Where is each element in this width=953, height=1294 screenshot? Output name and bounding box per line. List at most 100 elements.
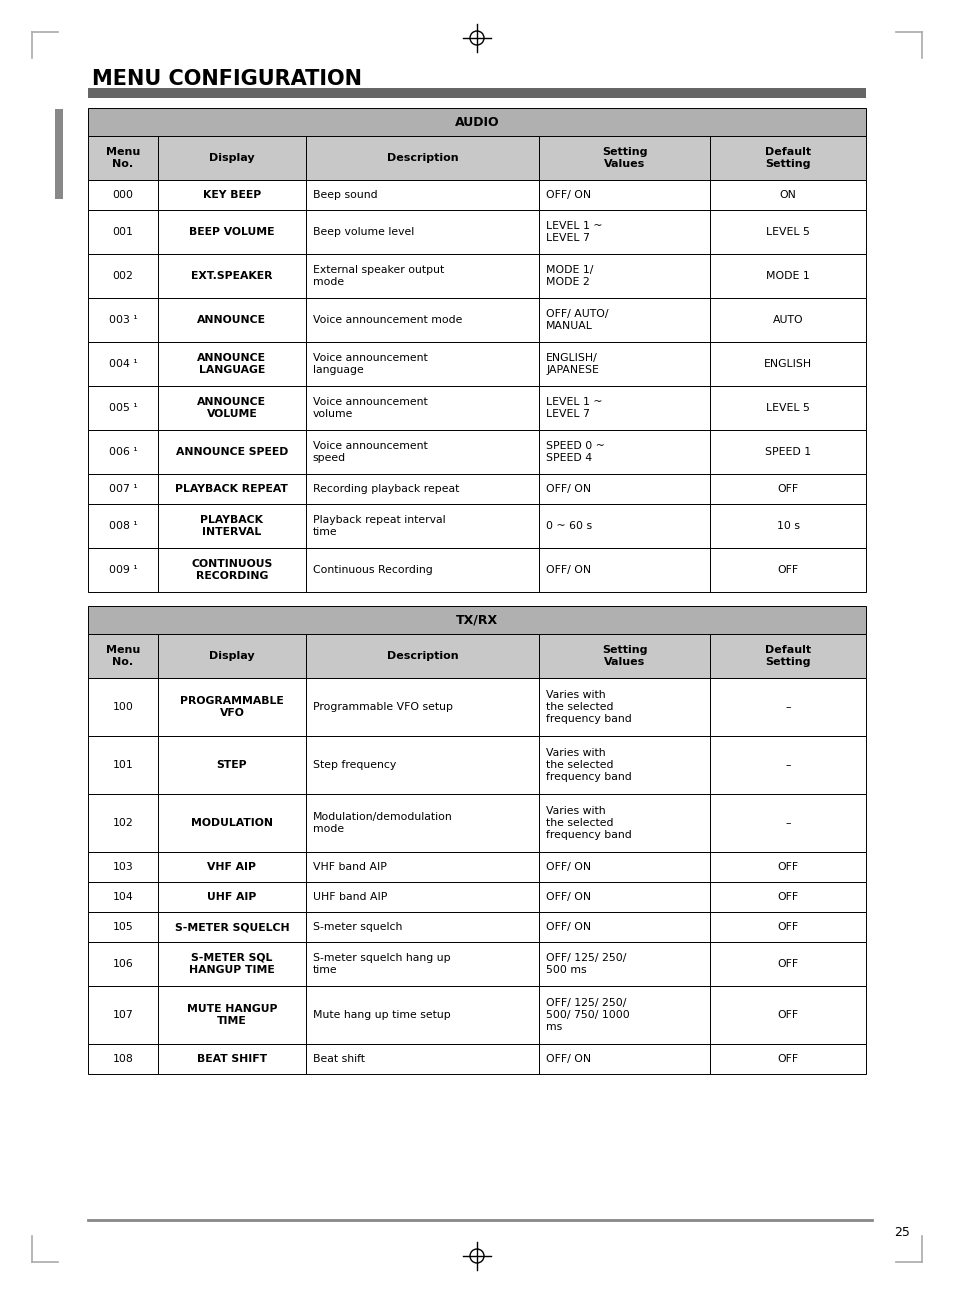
Text: VHF band AIP: VHF band AIP: [313, 862, 386, 872]
Text: STEP: STEP: [216, 760, 247, 770]
FancyBboxPatch shape: [710, 474, 865, 503]
FancyBboxPatch shape: [158, 503, 306, 547]
FancyBboxPatch shape: [88, 986, 158, 1044]
Text: AUTO: AUTO: [772, 314, 802, 325]
Text: OFF/ ON: OFF/ ON: [546, 1055, 591, 1064]
FancyBboxPatch shape: [710, 795, 865, 851]
Text: Programmable VFO setup: Programmable VFO setup: [313, 703, 453, 712]
Text: 104: 104: [112, 892, 133, 902]
Text: Setting
Values: Setting Values: [601, 146, 647, 170]
FancyBboxPatch shape: [158, 386, 306, 430]
FancyBboxPatch shape: [158, 883, 306, 912]
Text: 108: 108: [112, 1055, 133, 1064]
FancyBboxPatch shape: [88, 298, 158, 342]
Text: S-METER SQUELCH: S-METER SQUELCH: [174, 923, 289, 932]
Text: Beep sound: Beep sound: [313, 190, 377, 201]
Text: AUDIO: AUDIO: [455, 115, 498, 128]
FancyBboxPatch shape: [88, 88, 865, 98]
Text: SPEED 0 ~
SPEED 4: SPEED 0 ~ SPEED 4: [546, 441, 604, 463]
FancyBboxPatch shape: [710, 180, 865, 210]
Text: Setting
Values: Setting Values: [601, 644, 647, 668]
Text: Menu
No.: Menu No.: [106, 146, 140, 170]
Text: LEVEL 5: LEVEL 5: [765, 226, 809, 237]
FancyBboxPatch shape: [88, 912, 158, 942]
Text: Voice announcement
speed: Voice announcement speed: [313, 441, 427, 463]
Text: S-METER SQL
HANGUP TIME: S-METER SQL HANGUP TIME: [189, 952, 274, 976]
FancyBboxPatch shape: [88, 254, 158, 298]
Text: OFF/ 125/ 250/
500 ms: OFF/ 125/ 250/ 500 ms: [546, 952, 626, 976]
Text: 004 ¹: 004 ¹: [109, 358, 137, 369]
FancyBboxPatch shape: [88, 1044, 158, 1074]
Text: OFF: OFF: [777, 862, 798, 872]
FancyBboxPatch shape: [306, 298, 538, 342]
Text: OFF/ ON: OFF/ ON: [546, 190, 591, 201]
Text: Varies with
the selected
frequency band: Varies with the selected frequency band: [546, 748, 631, 783]
FancyBboxPatch shape: [306, 430, 538, 474]
Text: PLAYBACK
INTERVAL: PLAYBACK INTERVAL: [200, 515, 263, 537]
FancyBboxPatch shape: [306, 986, 538, 1044]
Text: Step frequency: Step frequency: [313, 760, 395, 770]
Text: 003 ¹: 003 ¹: [109, 314, 137, 325]
FancyBboxPatch shape: [88, 503, 158, 547]
FancyBboxPatch shape: [306, 883, 538, 912]
Text: Modulation/demodulation
mode: Modulation/demodulation mode: [313, 811, 452, 835]
Text: ON: ON: [779, 190, 796, 201]
Text: 100: 100: [112, 703, 133, 712]
FancyBboxPatch shape: [306, 547, 538, 591]
FancyBboxPatch shape: [538, 736, 710, 795]
Text: UHF band AIP: UHF band AIP: [313, 892, 387, 902]
FancyBboxPatch shape: [306, 474, 538, 503]
Text: 006 ¹: 006 ¹: [109, 446, 137, 457]
Text: LEVEL 5: LEVEL 5: [765, 402, 809, 413]
Text: S-meter squelch hang up
time: S-meter squelch hang up time: [313, 952, 450, 976]
FancyBboxPatch shape: [538, 851, 710, 883]
FancyBboxPatch shape: [710, 1044, 865, 1074]
FancyBboxPatch shape: [538, 883, 710, 912]
Text: OFF: OFF: [777, 484, 798, 494]
Text: OFF: OFF: [777, 959, 798, 969]
Text: EXT.SPEAKER: EXT.SPEAKER: [191, 270, 273, 281]
FancyBboxPatch shape: [158, 342, 306, 386]
FancyBboxPatch shape: [538, 678, 710, 736]
FancyBboxPatch shape: [538, 430, 710, 474]
Text: OFF/ ON: OFF/ ON: [546, 484, 591, 494]
Text: 007 ¹: 007 ¹: [109, 484, 137, 494]
Text: PROGRAMMABLE
VFO: PROGRAMMABLE VFO: [180, 696, 283, 718]
FancyBboxPatch shape: [306, 912, 538, 942]
Text: 101: 101: [112, 760, 133, 770]
FancyBboxPatch shape: [538, 634, 710, 678]
Text: Voice announcement
language: Voice announcement language: [313, 353, 427, 375]
Text: OFF/ ON: OFF/ ON: [546, 892, 591, 902]
FancyBboxPatch shape: [306, 736, 538, 795]
FancyBboxPatch shape: [306, 503, 538, 547]
FancyBboxPatch shape: [306, 210, 538, 254]
Text: LEVEL 1 ~
LEVEL 7: LEVEL 1 ~ LEVEL 7: [546, 397, 602, 419]
FancyBboxPatch shape: [158, 474, 306, 503]
FancyBboxPatch shape: [710, 736, 865, 795]
FancyBboxPatch shape: [158, 634, 306, 678]
Text: BEEP VOLUME: BEEP VOLUME: [189, 226, 274, 237]
FancyBboxPatch shape: [88, 136, 158, 180]
Text: 107: 107: [112, 1011, 133, 1020]
FancyBboxPatch shape: [88, 342, 158, 386]
Text: Menu
No.: Menu No.: [106, 644, 140, 668]
FancyBboxPatch shape: [158, 942, 306, 986]
Text: 000: 000: [112, 190, 133, 201]
FancyBboxPatch shape: [158, 298, 306, 342]
Text: Recording playback repeat: Recording playback repeat: [313, 484, 458, 494]
Text: OFF/ ON: OFF/ ON: [546, 565, 591, 575]
FancyBboxPatch shape: [88, 180, 158, 210]
FancyBboxPatch shape: [88, 678, 158, 736]
FancyBboxPatch shape: [306, 386, 538, 430]
Text: ANNOUNCE: ANNOUNCE: [197, 314, 266, 325]
FancyBboxPatch shape: [538, 986, 710, 1044]
FancyBboxPatch shape: [710, 254, 865, 298]
FancyBboxPatch shape: [538, 503, 710, 547]
FancyBboxPatch shape: [88, 736, 158, 795]
FancyBboxPatch shape: [88, 606, 865, 634]
FancyBboxPatch shape: [306, 180, 538, 210]
Text: KEY BEEP: KEY BEEP: [203, 190, 261, 201]
Text: Varies with
the selected
frequency band: Varies with the selected frequency band: [546, 806, 631, 840]
Text: 008 ¹: 008 ¹: [109, 521, 137, 531]
FancyBboxPatch shape: [710, 547, 865, 591]
